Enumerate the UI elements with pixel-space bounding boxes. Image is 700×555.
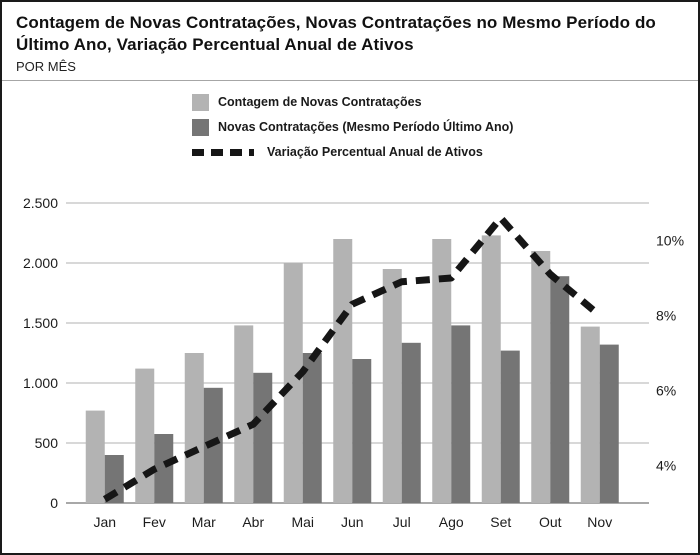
dashed-line-swatch-icon — [192, 148, 254, 156]
bar-contagem-jul — [382, 269, 402, 503]
bar-contagem-jan — [85, 410, 105, 503]
legend-label: Contagem de Novas Contratações — [218, 95, 422, 110]
bar-mesmo-periodo-out — [550, 276, 570, 503]
bar-contagem-abr — [234, 325, 254, 503]
left-axis-tick-label: 1.500 — [23, 315, 58, 331]
light-gray-swatch-icon — [192, 93, 209, 111]
x-axis-month-label: Nov — [587, 514, 612, 530]
bar-contagem-fev — [135, 368, 155, 503]
x-axis-month-label: Fev — [143, 514, 166, 530]
bar-mesmo-periodo-fev — [154, 434, 174, 503]
x-axis-month-label: Jun — [341, 514, 364, 530]
bar-mesmo-periodo-jun — [352, 359, 372, 503]
chart-header: Contagem de Novas Contratações, Novas Co… — [2, 2, 698, 82]
right-axis-tick-label: 8% — [656, 308, 676, 324]
bar-mesmo-periodo-jul — [401, 342, 421, 503]
legend-item-mesmo-periodo: Novas Contratações (Mesmo Período Último… — [192, 118, 698, 136]
x-axis-month-label: Set — [490, 514, 511, 530]
right-axis-tick-label: 6% — [656, 383, 676, 399]
right-axis-tick-label: 4% — [656, 458, 676, 474]
x-axis-month-label: Ago — [439, 514, 464, 530]
chart-legend: Contagem de Novas Contratações Novas Con… — [192, 93, 698, 161]
dark-gray-swatch-icon — [192, 118, 209, 136]
chart-subtitle: POR MÊS — [16, 59, 76, 75]
legend-label: Variação Percentual Anual de Ativos — [267, 145, 483, 160]
bar-mesmo-periodo-set — [500, 350, 520, 503]
left-axis-tick-label: 0 — [50, 495, 58, 511]
bar-contagem-mar — [184, 353, 204, 503]
bar-contagem-out — [531, 251, 551, 503]
bar-mesmo-periodo-abr — [253, 372, 273, 503]
left-axis-tick-label: 2.000 — [23, 255, 58, 271]
bar-contagem-ago — [432, 239, 452, 503]
left-axis-tick-label: 1.000 — [23, 375, 58, 391]
variacao-percentual-dashed-line — [102, 214, 602, 503]
legend-item-variacao: Variação Percentual Anual de Ativos — [192, 143, 698, 161]
bar-contagem-mai — [283, 263, 303, 503]
bar-mesmo-periodo-ago — [451, 325, 471, 503]
x-axis-month-label: Abr — [242, 514, 264, 530]
legend-label: Novas Contratações (Mesmo Período Último… — [218, 120, 514, 135]
left-axis-tick-label: 500 — [35, 435, 59, 451]
x-axis-month-label: Out — [539, 514, 562, 530]
x-axis-month-label: Jul — [393, 514, 411, 530]
bar-mesmo-periodo-nov — [599, 344, 619, 503]
chart-title: Contagem de Novas Contratações, Novas Co… — [16, 13, 656, 55]
right-axis-tick-label: 10% — [656, 233, 684, 249]
x-axis-month-label: Mai — [291, 514, 314, 530]
bar-contagem-jun — [333, 239, 353, 503]
left-axis-tick-label: 2.500 — [23, 195, 58, 211]
bar-mesmo-periodo-jan — [104, 455, 124, 503]
bar-contagem-nov — [580, 326, 600, 503]
bar-mesmo-periodo-mai — [302, 353, 322, 503]
x-axis-month-label: Mar — [192, 514, 216, 530]
x-axis-month-label: Jan — [93, 514, 116, 530]
chart-svg: 0 500 1.000 1.500 2.000 2.500 4% 6% 8% 10% Jan Fev M… — [23, 195, 684, 530]
bar-contagem-set — [481, 235, 501, 503]
legend-item-contagem: Contagem de Novas Contratações — [192, 93, 698, 111]
